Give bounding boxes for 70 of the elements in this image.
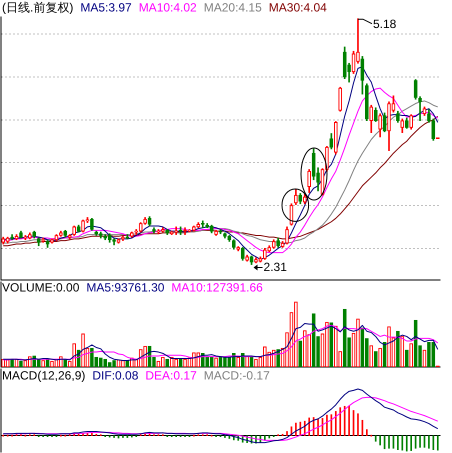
candlestick [272,239,276,249]
text: MA10:127391.66 [171,280,264,294]
chart-title: MACD(12,26,9) [2,368,86,382]
candlestick [138,222,143,232]
candlestick [59,230,63,237]
candlestick [342,46,346,80]
candlestick [360,56,364,94]
candlestick [414,79,418,100]
candlestick [108,233,112,243]
candlestick [32,230,36,238]
candlestick [14,234,18,240]
candlestick [250,256,254,265]
candlestick [374,107,378,122]
candlestick [210,224,214,234]
candlestick [223,232,227,238]
candlestick [81,220,85,232]
chart-title: (日线.前复权) [2,0,74,14]
candlestick [382,112,386,132]
candlestick [290,203,294,226]
candlestick [240,247,244,261]
candlestick [307,169,312,193]
candlestick [63,230,68,238]
candlestick [126,234,130,240]
candlestick [334,121,338,154]
candlestick [152,227,156,234]
candlestick [254,257,258,264]
candlestick [46,240,50,248]
chart-title: VOLUME:0.00 [2,280,80,294]
candlestick [218,229,222,234]
candlestick [263,248,267,260]
candlestick [205,223,210,228]
candlestick [143,217,147,225]
candlestick [54,234,58,241]
candlestick [352,50,356,74]
candlestick [148,216,152,226]
candlestick [320,168,324,196]
candlestick [188,229,192,232]
candlestick [72,226,76,236]
candlestick [10,234,14,240]
candlestick [19,230,23,238]
text: DIF:0.08 [92,368,139,382]
text: MA30:4.04 [268,0,328,14]
candlestick [121,236,125,241]
candlestick [6,236,10,244]
text: MACD:-0.17 [204,368,270,382]
candlestick [156,229,160,234]
text: MA10:4.02 [138,0,198,14]
candlestick [112,238,116,246]
candlestick [116,238,120,244]
text: DEA:0.17 [145,368,198,382]
candlestick [214,230,218,236]
candlestick [285,226,289,244]
text: 2.31 [264,260,287,274]
candlestick [24,235,28,240]
candlestick [378,113,382,138]
text: MA5:3.97 [80,0,132,14]
candlestick [418,96,422,121]
candlestick [302,194,307,204]
text: MA20:4.15 [204,0,262,14]
candlestick [387,101,391,151]
candlestick [90,218,94,231]
text: MA5:93761.30 [86,280,165,294]
candlestick [50,238,54,244]
candlestick [369,104,374,133]
candlestick [422,106,426,116]
candlestick [174,226,178,235]
candlestick [365,83,369,121]
candlestick [76,224,80,232]
text: 5.18 [372,17,396,32]
candlestick [409,114,414,130]
